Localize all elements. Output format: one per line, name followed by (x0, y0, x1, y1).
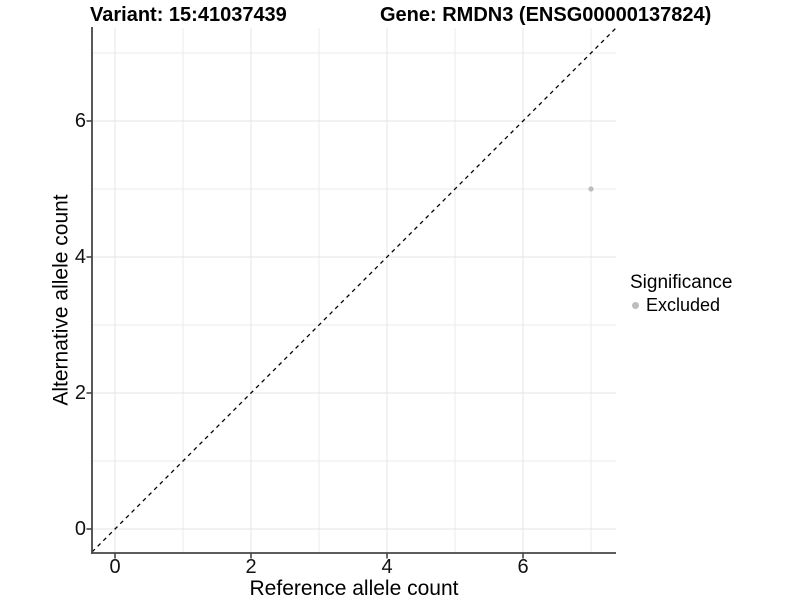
x-tick-label-2: 2 (245, 556, 257, 578)
identity-dashed-line (91, 27, 617, 553)
legend-title: Significance (630, 272, 733, 293)
panel-gridlines (92, 28, 616, 553)
y-tick-label-4: 4 (74, 246, 86, 268)
legend-item-excluded: Excluded (632, 295, 732, 315)
y-tick-label-6: 6 (74, 110, 86, 132)
data-point (588, 186, 594, 192)
legend-point-icon (632, 301, 639, 309)
y-axis-title: Alternative allele count (49, 194, 73, 406)
x-tick-label-0: 0 (109, 556, 121, 578)
y-tick-label-2: 2 (74, 382, 86, 404)
x-tick-label-6: 6 (517, 556, 529, 578)
x-axis-title: Reference allele count (249, 577, 459, 600)
axis-tick-marks (86, 120, 524, 559)
axis-lines (91, 27, 616, 554)
x-tick-label-4: 4 (381, 556, 393, 578)
legend-item-label: Excluded (646, 295, 721, 315)
legend: Significance Excluded (630, 271, 732, 315)
plot-title-variant: Variant: 15:41037439 (90, 4, 287, 26)
plot-title-gene: Gene: RMDN3 (ENSG00000137824) (380, 4, 712, 26)
y-tick-label-0: 0 (74, 518, 86, 540)
